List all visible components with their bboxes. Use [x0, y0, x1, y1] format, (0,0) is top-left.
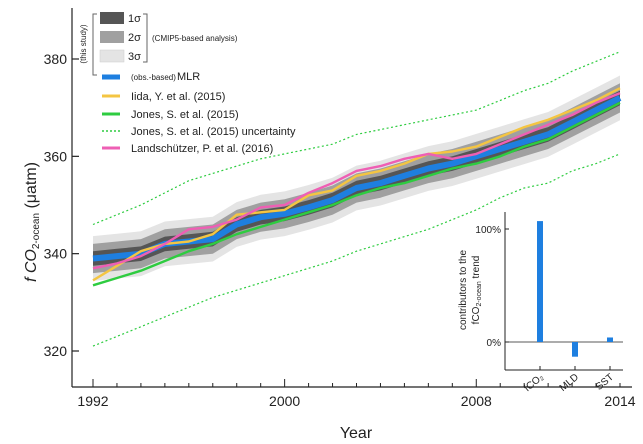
- x-axis-title: Year: [340, 425, 373, 442]
- legend-iida: Iida, Y. et al. (2015): [131, 91, 225, 103]
- x-tick-label-2000: 2000: [269, 393, 300, 409]
- legend-2sigma: 2σ: [128, 32, 141, 44]
- legend-cmip-bracket: [143, 13, 148, 63]
- inset-bar-0: [537, 221, 543, 342]
- inset-background: [505, 210, 623, 383]
- legend-cmip-note: (CMIP5-based analysis): [152, 34, 238, 43]
- series-lines: [92, 51, 622, 347]
- legend-bracket: [92, 13, 97, 76]
- band-1sigma: [93, 90, 620, 266]
- main-axes: 320 340 360 380 1992 2000 2008 2014: [44, 8, 636, 409]
- series-line-landschutzer: [92, 91, 621, 270]
- y-tick-label-360: 360: [44, 148, 68, 164]
- y-tick-label-380: 380: [44, 51, 68, 67]
- legend-mlr-prefix: (obs.-based): [131, 73, 176, 82]
- legend-swatch-2sigma: [100, 31, 124, 43]
- inset-ylabel-line2: fCO2-ocean trend: [471, 256, 483, 325]
- y-tick-label-320: 320: [44, 343, 68, 359]
- y-axis-title: f CO2-ocean (μatm): [23, 162, 42, 282]
- y-tick-label-340: 340: [44, 246, 68, 262]
- inset-ylabel-line1: contributors to the: [458, 250, 469, 330]
- series-line-iida: [92, 87, 621, 282]
- legend-swatch-1sigma: [100, 12, 124, 24]
- series-line-jones-uncertainty-lower: [92, 153, 621, 347]
- y-axis-title-sub: 2-ocean: [31, 213, 42, 249]
- x-tick-label-2014: 2014: [604, 393, 635, 409]
- legend-bracket-label: (this study): [79, 24, 88, 63]
- series-line-jones: [92, 101, 621, 287]
- x-tick-label-1992: 1992: [77, 393, 108, 409]
- inset-bar-2: [607, 337, 613, 342]
- inset-ylabel-line2-main: fCO: [471, 306, 482, 324]
- x-tick-label-2008: 2008: [461, 393, 492, 409]
- y-axis-title-unit: (μatm): [23, 162, 40, 213]
- legend-jones-unc: Jones, S. et al. (2015) uncertainty: [131, 126, 296, 138]
- inset-y-tick-label-100: 100%: [475, 225, 501, 236]
- legend: (this study) 1σ 2σ 3σ (CMIP5-based analy…: [79, 12, 296, 155]
- inset-y-tick-label-0: 0%: [487, 338, 502, 349]
- inset-ylabel-line2-sub: 2-ocean: [476, 281, 483, 306]
- legend-swatch-3sigma: [99, 49, 125, 63]
- legend-jones: Jones, S. et al. (2015): [131, 109, 239, 121]
- inset-bar-chart: contributors to the fCO2-ocean trend 100…: [458, 210, 623, 394]
- inset-ylabel-line2-end: trend: [471, 256, 482, 282]
- legend-landsch: Landschützer, P. et al. (2016): [131, 143, 273, 155]
- legend-mlr: MLR: [177, 71, 200, 83]
- inset-bar-1: [572, 342, 578, 357]
- legend-3sigma: 3σ: [128, 51, 141, 63]
- series-line-jones-uncertainty-upper: [92, 51, 621, 226]
- y-axis-title-main: f CO: [23, 249, 40, 282]
- legend-1sigma: 1σ: [128, 13, 141, 25]
